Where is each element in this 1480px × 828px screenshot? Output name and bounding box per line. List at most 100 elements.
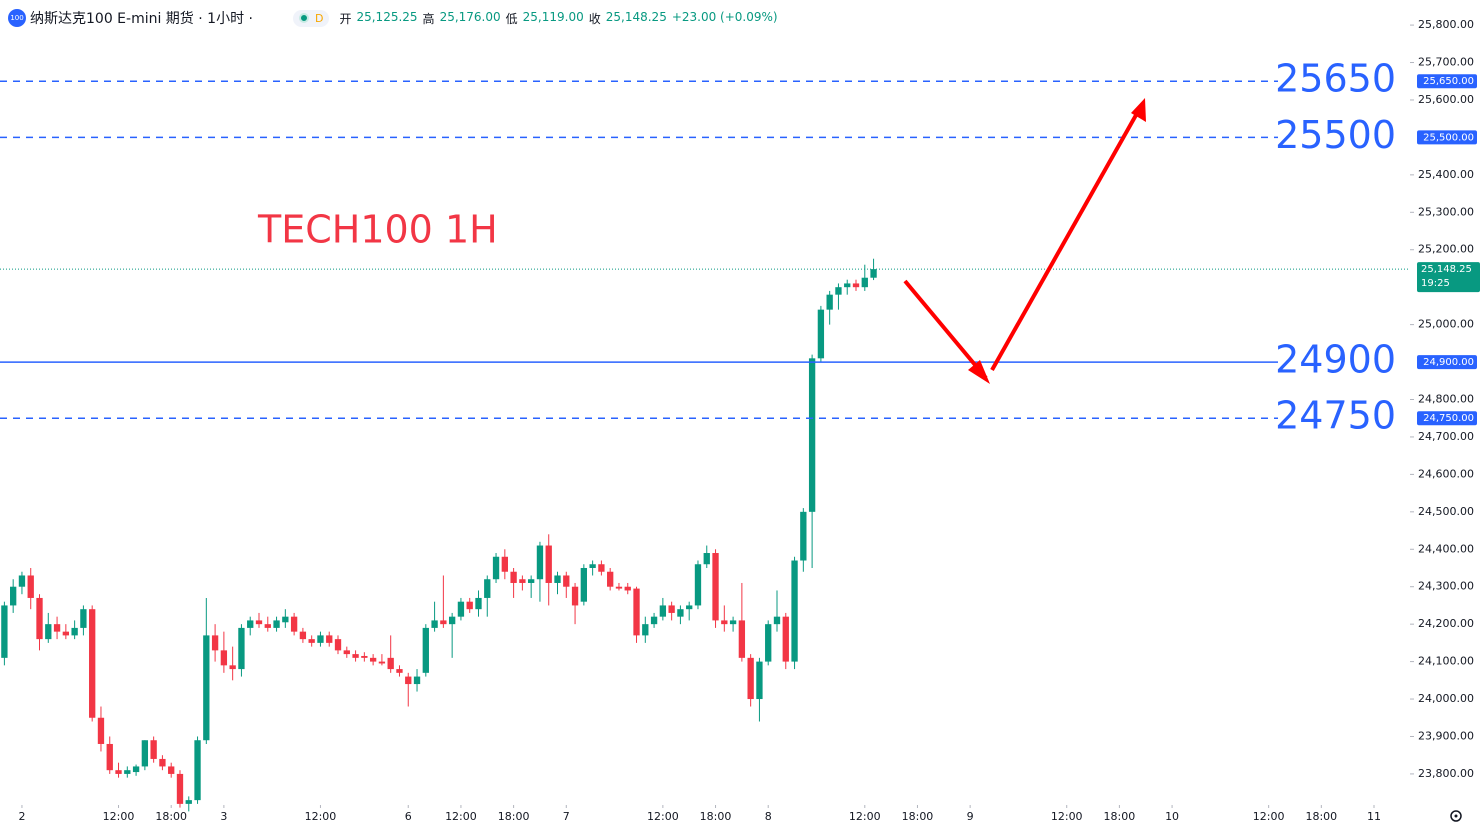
candle-body [448, 616, 456, 625]
candle-body [150, 740, 157, 759]
candle-body [633, 588, 640, 636]
y-tick-label: 24,300.00 [1418, 580, 1474, 593]
x-tick-label: 12:00 [647, 810, 679, 823]
x-tick-label: 12:00 [103, 810, 135, 823]
candle-body [62, 631, 70, 636]
candle-body [247, 620, 254, 628]
symbol-logo: 100 [8, 9, 26, 27]
level-tag [1417, 411, 1477, 426]
x-tick-label: 18:00 [902, 810, 934, 823]
y-tick-label: 25,000.00 [1418, 318, 1474, 331]
candle-body [80, 609, 87, 628]
x-tick-label: 18:00 [700, 810, 732, 823]
candle-body [89, 609, 96, 718]
candle-body [852, 283, 860, 288]
level-label: 25500 [1275, 113, 1396, 157]
level-tag-label: 24,750.00 [1423, 413, 1474, 424]
candle-body [677, 609, 684, 617]
ohlc-value: 25,176.00 [439, 9, 501, 24]
settings-icon[interactable] [1450, 810, 1462, 822]
candle-body [773, 616, 781, 625]
candle-body [510, 571, 517, 583]
level-label: 24750 [1275, 394, 1396, 438]
arrow-down [903, 279, 988, 380]
y-tick-label: 24,000.00 [1418, 692, 1474, 705]
candle-body [71, 627, 78, 636]
ohlc-label: 高 [422, 11, 435, 26]
candle-body [580, 567, 588, 602]
candle-body [334, 639, 342, 651]
candle-body [255, 620, 263, 625]
y-tick-label: 24,500.00 [1418, 505, 1474, 518]
y-tick-label: 25,200.00 [1418, 243, 1474, 256]
candle-body [1, 605, 8, 658]
level-tag [1417, 74, 1477, 89]
candle-body [624, 586, 631, 591]
y-tick-label: 24,600.00 [1418, 467, 1474, 480]
countdown: 19:25 [1421, 278, 1450, 289]
y-tick-label: 25,400.00 [1418, 168, 1474, 181]
candle-body [589, 564, 596, 568]
candle-body [694, 564, 702, 606]
candle-body [352, 654, 359, 658]
candle-body [501, 556, 508, 572]
candle-body [361, 655, 368, 658]
candle-body [554, 575, 561, 583]
candle-body [229, 665, 236, 670]
candle-body [457, 601, 465, 617]
candle-body [168, 766, 175, 774]
x-tick-label: 12:00 [1051, 810, 1083, 823]
ohlc: 开 25,125.25 高 25,176.00 低 25,119.00 收 25,148.25… [339, 10, 777, 27]
candle-body [431, 620, 438, 628]
candle-body [826, 294, 833, 310]
plot [0, 80, 1410, 812]
y-tick-label: 25,800.00 [1418, 18, 1474, 31]
status-letter: D [314, 11, 324, 25]
candle-body [273, 620, 280, 628]
candle-body [194, 740, 201, 801]
candle-body [115, 770, 122, 774]
status-pill[interactable]: D [292, 9, 330, 27]
candle-body [466, 601, 473, 610]
x-tick-label: 7 [563, 810, 570, 823]
candle-body [106, 743, 113, 771]
ohlc-label: 收 [588, 11, 601, 26]
level-tag-label: 24,900.00 [1423, 357, 1474, 368]
candle-body [659, 605, 667, 617]
arrow-head [1131, 98, 1146, 122]
candle-body [387, 657, 394, 670]
candle-body [870, 269, 877, 278]
x-tick-label: 18:00 [1104, 810, 1136, 823]
candle-body [282, 616, 289, 623]
candle-body [422, 627, 429, 673]
x-tick-label: 10 [1165, 810, 1179, 823]
candle-body [53, 624, 61, 632]
candle-body [124, 770, 131, 774]
candle-body [563, 575, 570, 587]
arrow-up [990, 107, 1142, 371]
level-tag-label: 25,650.00 [1423, 76, 1474, 87]
candle-body [791, 560, 798, 662]
level-tag-label: 25,500.00 [1423, 132, 1474, 143]
candle-body [369, 657, 377, 662]
candle-body [484, 579, 491, 598]
candle-body [650, 616, 658, 625]
candle-body [782, 616, 789, 662]
y-tick-label: 24,400.00 [1418, 542, 1474, 555]
candle-body [132, 766, 140, 773]
y-tick-label: 25,300.00 [1418, 205, 1474, 218]
candle-body [519, 579, 526, 583]
arrow-head [968, 360, 990, 384]
candle-body [475, 597, 482, 610]
x-tick-label: 12:00 [305, 810, 337, 823]
candle-body [703, 553, 710, 565]
candle-body [738, 620, 746, 658]
candle-body [528, 579, 535, 583]
y-tick-label: 25,600.00 [1418, 93, 1474, 106]
candle-body [203, 635, 210, 741]
x-tick-label: 8 [765, 810, 772, 823]
candle-body [536, 545, 544, 580]
x-tick-label: 12:00 [1253, 810, 1285, 823]
candle-body [159, 758, 166, 767]
